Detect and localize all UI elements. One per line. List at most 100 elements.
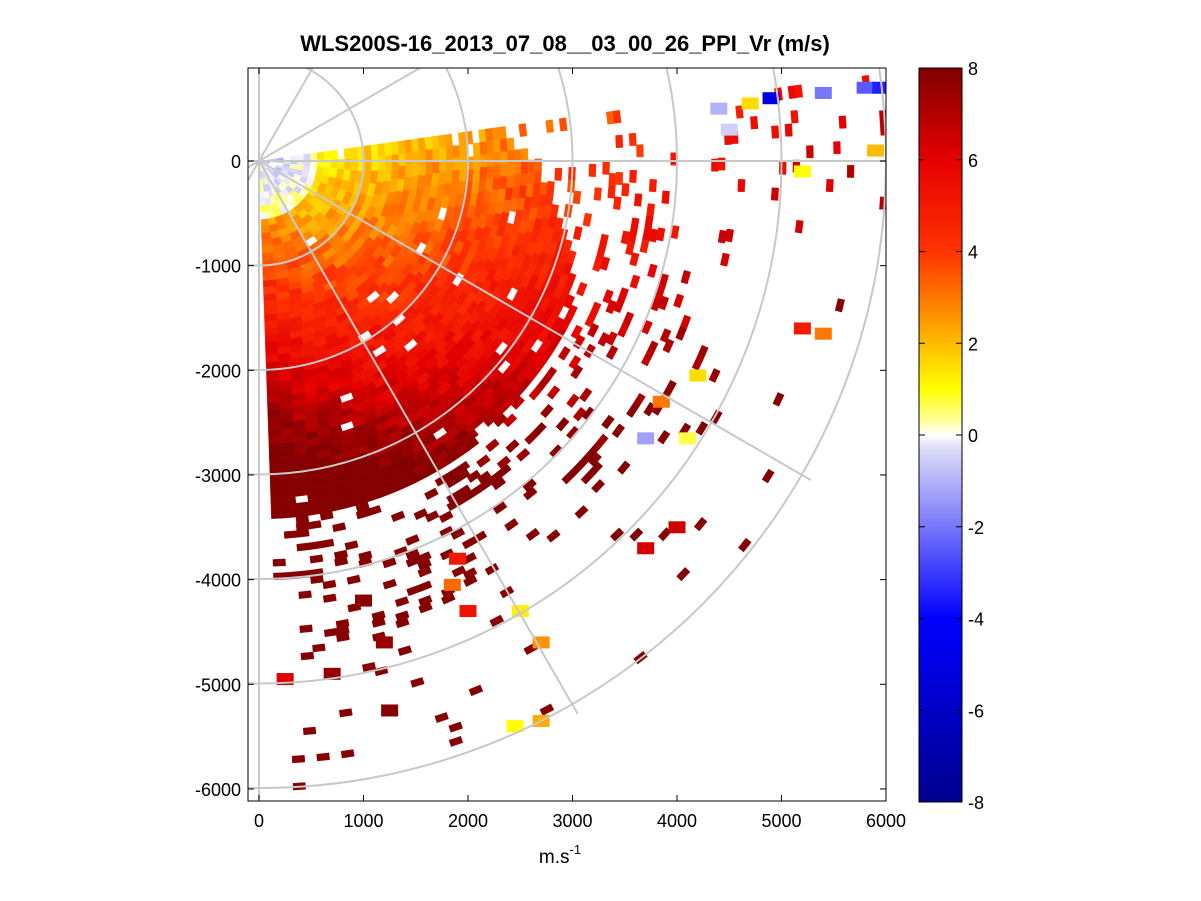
velocity-cell <box>418 162 427 177</box>
velocity-cell <box>473 155 481 169</box>
velocity-cell <box>397 645 413 656</box>
velocity-cell <box>281 462 296 471</box>
velocity-cell <box>724 228 734 243</box>
velocity-cell <box>266 374 280 383</box>
velocity-cell <box>617 460 631 475</box>
velocity-cell <box>270 497 284 506</box>
velocity-cell <box>266 388 281 397</box>
velocity-cell <box>579 387 593 403</box>
velocity-cell <box>424 510 440 523</box>
velocity-cell <box>270 483 284 492</box>
velocity-cell <box>532 183 541 197</box>
velocity-cell <box>355 594 372 607</box>
velocity-cell <box>814 86 832 99</box>
x-tick-label: 6000 <box>866 811 906 831</box>
velocity-cell <box>629 274 641 289</box>
x-tick-label: 3000 <box>552 811 592 831</box>
velocity-cell <box>384 155 393 169</box>
velocity-cell <box>412 151 420 165</box>
velocity-cell <box>476 454 491 468</box>
velocity-cell <box>833 141 841 155</box>
velocity-cell <box>334 556 349 567</box>
velocity-cell <box>617 287 629 302</box>
velocity-cell <box>675 326 687 341</box>
velocity-cell <box>629 252 640 267</box>
velocity-cell <box>608 173 617 187</box>
velocity-cell <box>611 423 626 439</box>
velocity-cell <box>363 145 373 159</box>
velocity-cell <box>319 511 334 521</box>
velocity-cell <box>546 180 555 195</box>
velocity-cell <box>615 134 624 148</box>
velocity-cell <box>613 298 625 314</box>
velocity-cell <box>784 123 793 137</box>
velocity-cell <box>673 293 685 309</box>
colorbar-tick-label: -6 <box>968 701 984 721</box>
velocity-cell <box>261 238 273 248</box>
velocity-cell <box>761 468 775 484</box>
velocity-cell <box>441 592 456 605</box>
velocity-cell <box>410 677 425 688</box>
velocity-cell <box>483 413 498 428</box>
velocity-cell <box>417 580 433 592</box>
velocity-cell <box>737 179 746 193</box>
velocity-cell <box>680 270 691 285</box>
velocity-cell <box>762 92 780 105</box>
velocity-cell <box>499 138 508 153</box>
velocity-cell <box>282 496 297 505</box>
colorbar-gradient <box>918 67 963 803</box>
azimuth-spoke <box>258 160 812 482</box>
velocity-cell <box>382 578 397 590</box>
velocity-cell <box>411 163 420 178</box>
velocity-cell <box>506 720 524 733</box>
velocity-cell <box>307 520 322 530</box>
velocity-cell <box>771 125 780 139</box>
velocity-cell <box>794 84 804 99</box>
velocity-cell <box>506 137 515 152</box>
velocity-cell <box>570 364 584 380</box>
velocity-cell <box>267 422 282 431</box>
velocity-cell <box>867 144 885 157</box>
velocity-cell <box>264 327 278 336</box>
velocity-cell <box>605 299 617 315</box>
velocity-cell <box>344 540 359 551</box>
x-tick-label: 2000 <box>448 811 488 831</box>
velocity-cell <box>300 651 315 661</box>
velocity-cell <box>626 403 640 418</box>
velocity-cell <box>262 272 277 282</box>
velocity-cell <box>540 403 554 419</box>
velocity-cell <box>466 469 482 483</box>
velocity-cell <box>264 334 279 343</box>
velocity-cell <box>794 219 804 234</box>
velocity-cell <box>485 438 500 453</box>
velocity-cell <box>510 395 525 410</box>
velocity-cell <box>281 455 295 464</box>
velocity-cell <box>296 542 310 552</box>
azimuth-spoke <box>258 68 422 162</box>
velocity-cell <box>289 155 298 161</box>
velocity-cell <box>640 351 654 367</box>
velocity-cell <box>438 171 447 186</box>
velocity-cell <box>582 212 593 227</box>
velocity-cell <box>263 306 278 316</box>
velocity-cell <box>296 154 305 161</box>
velocity-cell <box>793 322 811 335</box>
velocity-cell <box>378 156 386 171</box>
velocity-cell <box>772 392 785 407</box>
velocity-cell <box>261 232 272 241</box>
velocity-cell <box>806 145 814 159</box>
velocity-cell <box>282 489 297 498</box>
y-tick-label: -6000 <box>195 780 241 800</box>
velocity-cell <box>750 115 759 130</box>
velocity-cell <box>346 574 361 585</box>
velocity-cell <box>405 556 421 568</box>
y-tick-label: -2000 <box>195 361 241 381</box>
velocity-cell <box>443 578 461 591</box>
velocity-cell <box>381 704 399 717</box>
velocity-cell <box>282 503 297 512</box>
velocity-cell <box>720 123 738 136</box>
velocity-cell <box>592 257 603 272</box>
velocity-cell <box>390 510 406 523</box>
velocity-cell <box>639 239 650 254</box>
